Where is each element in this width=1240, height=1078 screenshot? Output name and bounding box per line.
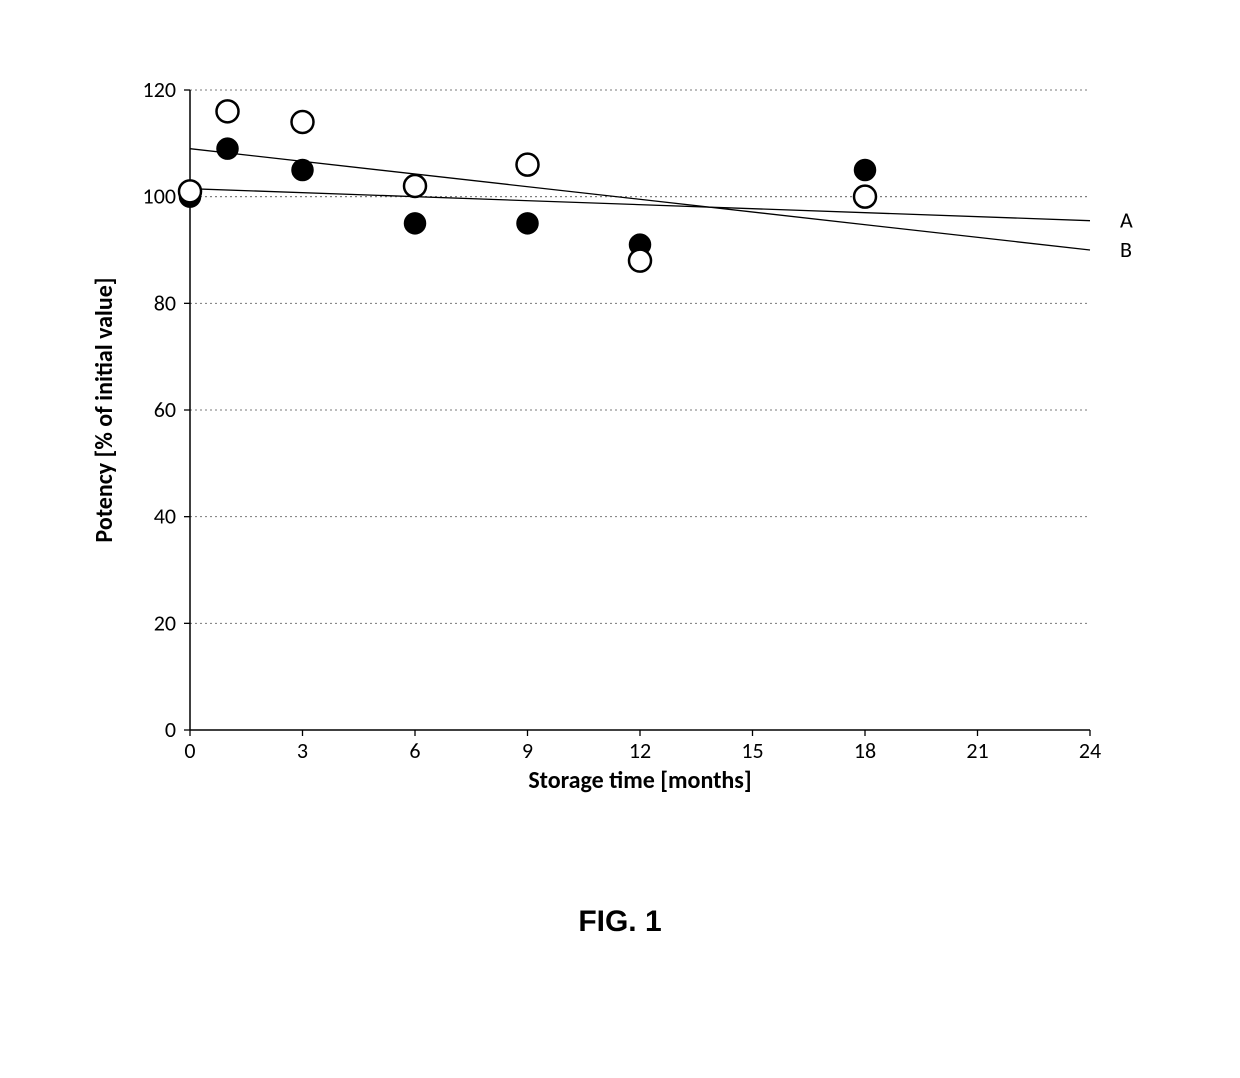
marker-B <box>517 154 539 176</box>
chart-container: 0 3 6 9 12 15 18 21 24 0 20 40 60 80 100 120 Storage tim… <box>60 70 1180 835</box>
marker-A <box>405 213 425 233</box>
y-tick-label: 0 <box>165 716 176 743</box>
x-tick-label: 3 <box>297 737 308 764</box>
marker-B <box>179 180 201 202</box>
x-tick-label: 9 <box>522 737 533 764</box>
y-tick-label: 20 <box>154 609 176 636</box>
series-label-B: B <box>1120 236 1132 263</box>
y-tick-label: 100 <box>143 183 176 210</box>
x-tick-label: 24 <box>1079 737 1101 764</box>
marker-A <box>293 160 313 180</box>
marker-B <box>629 250 651 272</box>
x-tick-label: 0 <box>184 737 195 764</box>
x-tick-label: 12 <box>629 737 651 764</box>
y-tick-label: 80 <box>154 289 176 316</box>
x-tick-label: 21 <box>966 737 988 764</box>
series-label-A: A <box>1120 207 1133 234</box>
x-axis-title: Storage time [months] <box>528 766 751 795</box>
y-tick-label: 60 <box>154 396 176 423</box>
marker-A <box>518 213 538 233</box>
marker-B <box>854 186 876 208</box>
potency-scatter-chart: 0 3 6 9 12 15 18 21 24 0 20 40 60 80 100 120 Storage tim… <box>60 70 1180 830</box>
marker-B <box>217 100 239 122</box>
y-axis-title: Potency [% of initial value] <box>90 277 119 542</box>
page: 0 3 6 9 12 15 18 21 24 0 20 40 60 80 100 120 Storage tim… <box>0 0 1240 1078</box>
chart-background <box>60 70 1180 830</box>
x-tick-label: 18 <box>854 737 876 764</box>
marker-B <box>404 175 426 197</box>
y-tick-label: 120 <box>143 76 176 103</box>
y-tick-label: 40 <box>154 503 176 530</box>
marker-A <box>218 139 238 159</box>
figure-caption: FIG. 1 <box>0 905 1240 939</box>
marker-A <box>855 160 875 180</box>
x-tick-label: 15 <box>741 737 763 764</box>
marker-B <box>292 111 314 133</box>
x-tick-label: 6 <box>409 737 420 764</box>
